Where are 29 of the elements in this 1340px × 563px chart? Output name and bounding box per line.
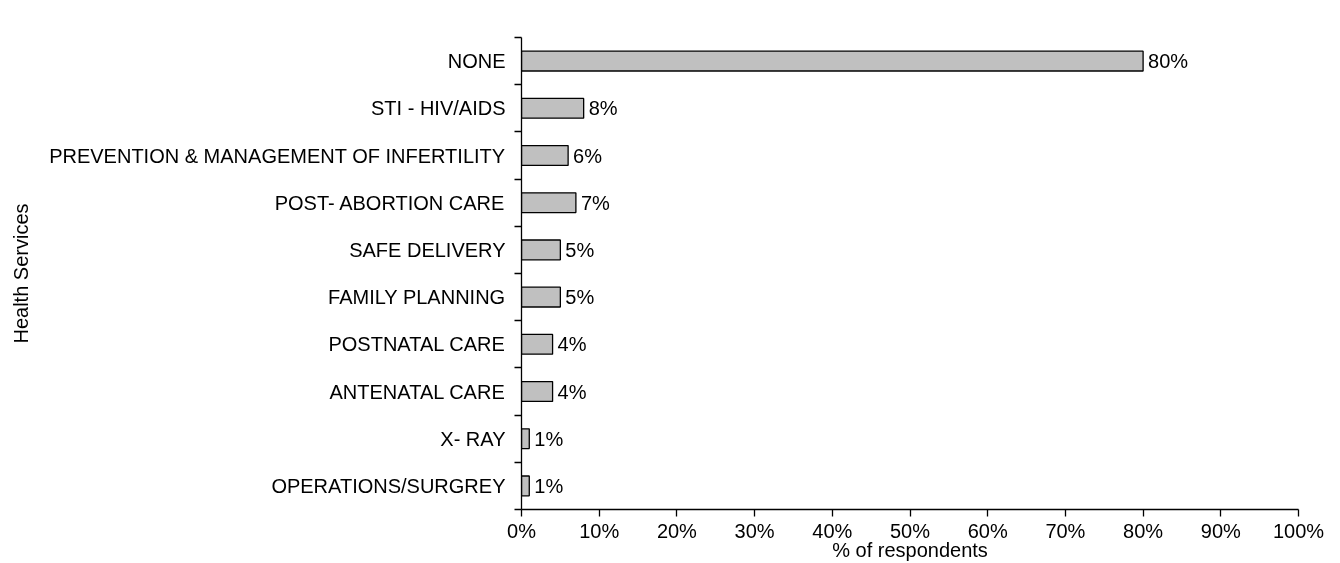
x-tick-label: 20%: [656, 519, 698, 542]
y-axis-title: Health Services: [10, 203, 33, 344]
y-tick-label: POSTNATAL CARE: [328, 333, 505, 356]
x-tick-label: 30%: [734, 519, 775, 542]
x-tick-label: 70%: [1045, 519, 1086, 542]
x-tick-label: 0%: [507, 519, 537, 542]
x-tick-label: 80%: [1123, 519, 1164, 542]
y-tick-label: SAFE DELIVERY: [349, 238, 506, 261]
data-label: 6%: [573, 144, 603, 167]
data-label: 5%: [565, 238, 595, 261]
data-label: 1%: [534, 474, 564, 497]
y-tick-label: NONE: [447, 50, 506, 73]
data-label: 4%: [557, 333, 587, 356]
y-tick-label: POST- ABORTION CARE: [274, 191, 505, 214]
data-label: 1%: [534, 427, 564, 450]
data-label: 7%: [580, 191, 611, 214]
y-tick-label: STI - HIV/AIDS: [371, 97, 506, 120]
x-tick-label: 90%: [1200, 519, 1242, 542]
y-tick-label: X- RAY: [440, 427, 506, 450]
x-tick-label: 10%: [579, 519, 620, 542]
y-tick-label: PREVENTION & MANAGEMENT OF INFERTILITY: [49, 144, 506, 167]
data-label: 8%: [588, 97, 618, 120]
x-tick-label: 100%: [1272, 519, 1325, 542]
data-label: 5%: [565, 286, 595, 309]
y-tick-label: FAMILY PLANNING: [328, 286, 506, 309]
y-tick-label: ANTENATAL CARE: [329, 380, 505, 403]
y-tick-label: OPERATIONS/SURGREY: [271, 474, 506, 497]
data-label: 80%: [1148, 50, 1189, 73]
data-label: 4%: [557, 380, 587, 403]
